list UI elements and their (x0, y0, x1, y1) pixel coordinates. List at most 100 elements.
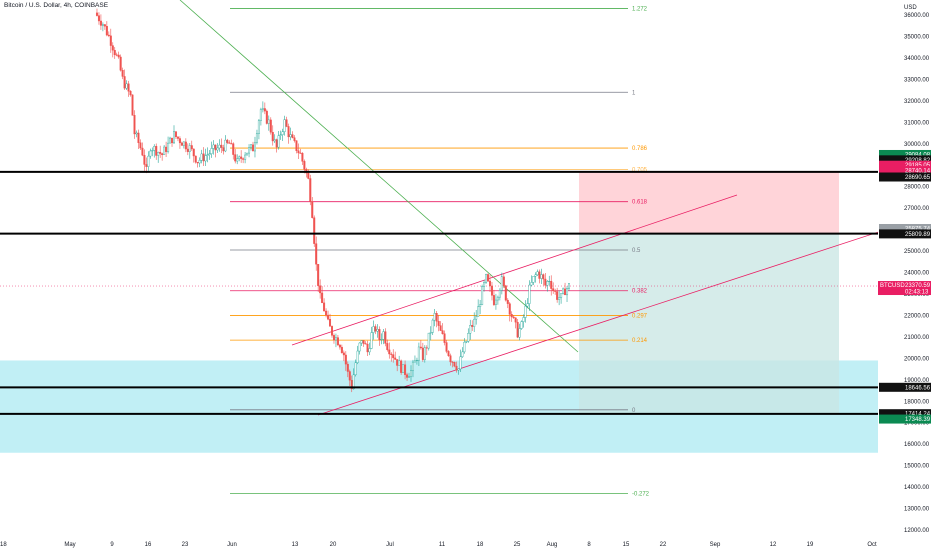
candle-body (111, 45, 114, 51)
price-tag (879, 155, 931, 165)
fib-label: 0.214 (632, 338, 648, 344)
candle-body (246, 152, 249, 156)
candle-body (159, 152, 162, 154)
candle-body (473, 318, 476, 327)
candle-body (315, 243, 318, 265)
candle-body (131, 94, 134, 116)
candle-body (487, 274, 490, 282)
fib-label: 0.618 (632, 200, 648, 206)
candle-body (273, 139, 276, 142)
candle-body (425, 347, 428, 349)
candle-body (524, 305, 527, 318)
candle-body (248, 147, 251, 154)
candle-body (226, 139, 229, 143)
candle-body (370, 332, 373, 349)
candle-body (155, 146, 158, 156)
price-tag (879, 414, 931, 424)
candle-body (489, 280, 492, 287)
candle-body (344, 354, 347, 365)
candle-body (566, 288, 569, 296)
candle-body (368, 348, 371, 353)
y-tick-label: 22000.00 (904, 313, 930, 319)
fib-label: 0.705 (632, 168, 648, 174)
candle-body (540, 274, 543, 279)
candle-body (133, 115, 136, 135)
candle-body (554, 290, 557, 292)
candle-body (532, 276, 535, 283)
y-tick-label: 18000.00 (904, 399, 930, 405)
candle-body (216, 147, 219, 151)
candle-body (119, 56, 122, 71)
time-axis: 18 May 9 16 23 Jun 13 20 Jul 11 18 25 Aug 8 15 22 Sep 12 1… (0, 542, 877, 548)
candle-body (287, 126, 290, 138)
candle-body (562, 288, 565, 294)
candle-body (251, 144, 254, 152)
y-tick-label: 19000.00 (904, 378, 930, 384)
candle-body (236, 158, 239, 162)
candle-body (492, 295, 495, 305)
candle-body (184, 141, 187, 150)
price-tag (879, 382, 931, 392)
price-tag (879, 149, 931, 159)
candle-body (481, 286, 484, 305)
candle-body (327, 314, 330, 320)
candle-body (311, 201, 314, 218)
candle-body (356, 350, 359, 363)
y-tick-label: 30000.00 (904, 142, 930, 148)
candle-body (451, 361, 454, 363)
candle-body (506, 299, 509, 304)
y-tick-label: 20000.00 (904, 356, 930, 362)
candle-body (406, 374, 409, 378)
fib-label: 0 (632, 408, 636, 414)
candle-body (496, 296, 499, 301)
y-tick-label: 36000.00 (904, 13, 930, 19)
candle-body (188, 145, 191, 152)
y-tick-label: 16000.00 (904, 442, 930, 448)
candle-body (123, 76, 126, 89)
candle-body (390, 353, 393, 355)
candle-body (105, 25, 108, 36)
candle-body (259, 109, 262, 121)
x-tick-label: 20 (330, 542, 337, 548)
candle-body (392, 354, 395, 359)
x-tick-label: 18 (0, 542, 7, 548)
candle-body (471, 324, 474, 327)
fib-label: 1.272 (632, 7, 648, 13)
x-tick-label: 23 (182, 542, 189, 548)
candle-body (380, 339, 383, 341)
candle-body (415, 359, 418, 362)
candle-body (253, 142, 256, 152)
candle-body (516, 321, 519, 338)
candle-body (352, 374, 355, 390)
candle-body (255, 133, 258, 143)
candle-body (167, 142, 170, 152)
candle-countdown: 02:43:13 (905, 290, 929, 296)
candle-body (502, 276, 505, 286)
price-axis: USD 36000.00 35000.00 34000.00 33000.00 32000… (878, 0, 932, 550)
candle-body (400, 360, 403, 373)
current-price-tag (878, 281, 931, 296)
candle-body (196, 161, 199, 164)
candle-body (115, 54, 118, 56)
candle-body (433, 313, 436, 321)
candle-body (364, 343, 367, 345)
candle-body (439, 325, 442, 331)
candle-body (394, 357, 397, 360)
x-tick-label: Aug (547, 542, 558, 548)
candle-body (498, 290, 501, 298)
candle-body (348, 371, 351, 381)
y-tick-label: 31000.00 (904, 120, 930, 126)
candle-body (336, 337, 339, 346)
candle-body (419, 346, 422, 349)
candle-body (281, 131, 284, 135)
candle-body (157, 152, 160, 156)
candle-body (443, 333, 446, 343)
candle-body (289, 134, 292, 138)
candles-layer (95, 8, 571, 393)
candle-body (212, 144, 215, 149)
candle-body (374, 326, 377, 332)
candle-body (520, 321, 523, 329)
candle-body (317, 264, 320, 286)
candle-body (145, 164, 148, 167)
